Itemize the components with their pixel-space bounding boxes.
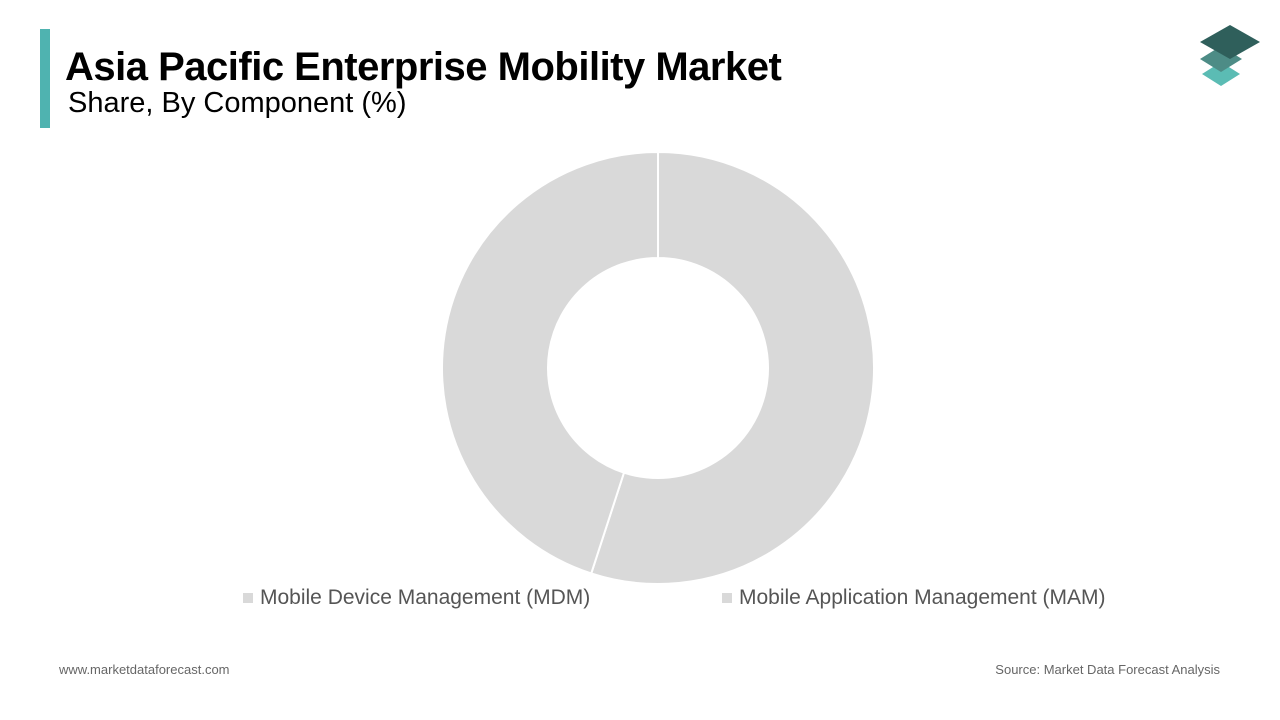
legend-swatch-mam: [722, 593, 732, 603]
chart-legend: Mobile Device Management (MDM) Mobile Ap…: [0, 586, 1280, 612]
chart-subtitle: Share, By Component (%): [68, 87, 407, 119]
legend-item-mam: Mobile Application Management (MAM): [722, 586, 1106, 610]
slice-mdm: [589, 150, 875, 585]
title-accent-bar: [40, 29, 50, 128]
layers-logo-icon: [1200, 25, 1260, 86]
chart-title: Asia Pacific Enterprise Mobility Market: [65, 45, 782, 89]
footer-source: Source: Market Data Forecast Analysis: [995, 662, 1220, 677]
legend-item-mdm: Mobile Device Management (MDM): [243, 586, 590, 610]
slice-mam: [441, 150, 659, 575]
logo-layer-bottom: [1202, 62, 1240, 86]
footer-website: www.marketdataforecast.com: [59, 662, 230, 677]
legend-swatch-mdm: [243, 593, 253, 603]
logo-layer-top: [1200, 25, 1260, 59]
legend-label-mam: Mobile Application Management (MAM): [739, 586, 1106, 609]
donut-slices: [441, 150, 875, 585]
legend-label-mdm: Mobile Device Management (MDM): [260, 586, 591, 609]
